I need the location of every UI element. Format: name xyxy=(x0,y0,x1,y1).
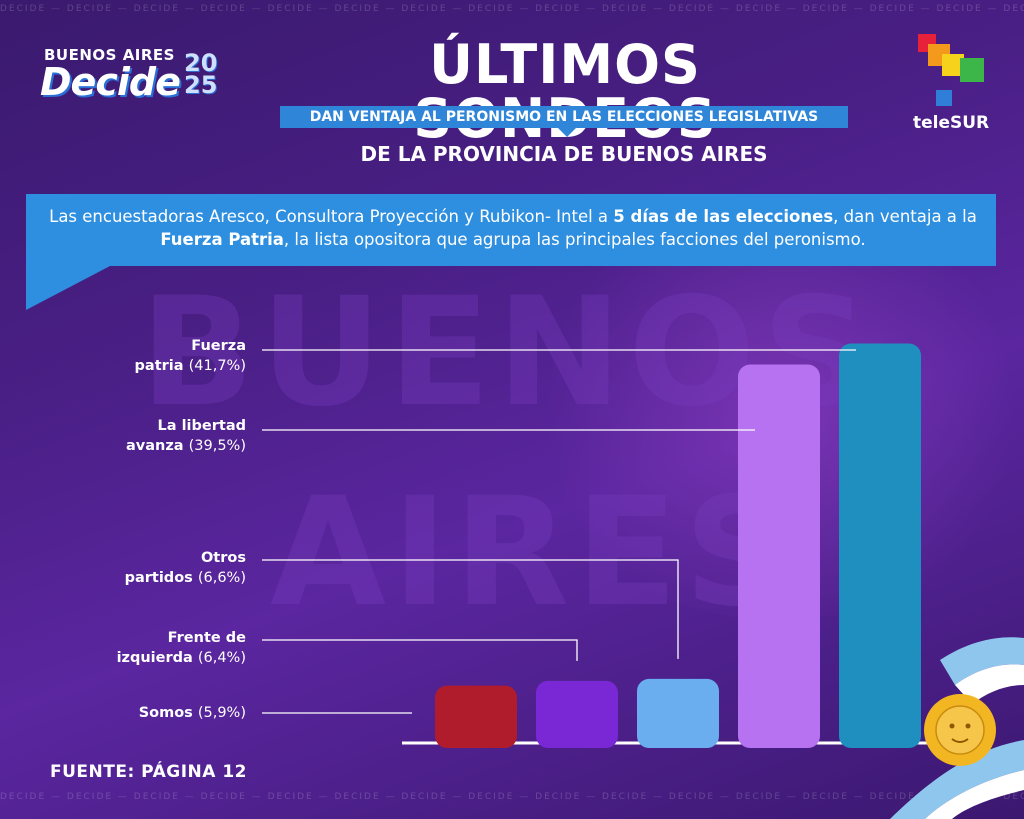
telesur-brand-name: teleSUR xyxy=(913,113,990,133)
bar-label-2: Otros partidos (6,6%) xyxy=(125,548,246,588)
description-part1: Las encuestadoras Aresco, Consultora Pro… xyxy=(49,207,614,226)
description-text: Las encuestadoras Aresco, Consultora Pro… xyxy=(30,205,996,251)
bar-label-name-line1: Frente de xyxy=(167,630,246,646)
bar-label-name-line1: Fuerza xyxy=(191,338,246,354)
bar-label-name-part: izquierda xyxy=(116,650,198,666)
logo-year-top: 20 xyxy=(184,49,218,77)
bar-label-name-line1: Otros xyxy=(200,550,246,566)
bar-label-0: Somos (5,9%) xyxy=(139,703,246,723)
telesur-logo-icon xyxy=(918,34,984,106)
description-box-tail xyxy=(26,266,110,310)
logo-region-text: BUENOS AIRES xyxy=(44,46,175,64)
bar-1 xyxy=(536,680,618,748)
bar-2 xyxy=(637,678,719,748)
description-part3: , la lista opositora que agrupa las prin… xyxy=(283,230,866,249)
description-bold-party: Fuerza Patria xyxy=(160,230,284,249)
description-bold-days: 5 días de las elecciones xyxy=(613,207,834,226)
bar-label-value: (41,7%) xyxy=(188,358,246,374)
leader-line-2 xyxy=(262,559,679,659)
subtitle-banner: DAN VENTAJA AL PERONISMO EN LAS ELECCION… xyxy=(280,106,848,128)
bar-label-value: (6,4%) xyxy=(197,650,246,666)
bar-label-3: La libertad avanza (39,5%) xyxy=(126,416,246,456)
source-credit: FUENTE: PÁGINA 12 xyxy=(50,762,247,782)
background-pattern-top: DECIDE — DECIDE — DECIDE — DECIDE — DECI… xyxy=(0,4,1024,14)
bar-label-name-part: partidos xyxy=(124,570,198,586)
bar-label-4: Fuerza patria (41,7%) xyxy=(135,336,246,376)
leader-line-1 xyxy=(262,639,578,661)
bar-label-name-line2: izquierda (6,4%) xyxy=(117,648,246,668)
description-part2: , dan ventaja a la xyxy=(833,207,977,226)
description-box xyxy=(26,194,996,266)
logo-decide-text: Decide xyxy=(40,60,181,104)
bar-3 xyxy=(738,364,820,748)
argentina-flag-sun-icon xyxy=(890,637,1024,819)
bar-label-name-line2: partidos (6,6%) xyxy=(125,568,246,588)
bar-label-name-part: avanza xyxy=(125,438,189,454)
bar-label-value: (5,9%) xyxy=(197,705,246,721)
bar-4 xyxy=(839,343,921,748)
logo-year-bottom: 25 xyxy=(184,71,218,99)
bar-0 xyxy=(435,685,517,748)
logo-year: 20 25 xyxy=(184,49,218,99)
subtitle-secondary: DE LA PROVINCIA DE BUENOS AIRES xyxy=(360,142,768,166)
bar-label-value: (6,6%) xyxy=(197,570,246,586)
bar-label-name-part: patria xyxy=(134,358,189,374)
bar-label-name-line2: avanza (39,5%) xyxy=(126,436,246,456)
bar-label-name-line1: La libertad xyxy=(157,418,246,434)
background-word-aires: AIRES xyxy=(270,466,798,640)
bar-label-1: Frente de izquierda (6,4%) xyxy=(117,628,246,668)
bar-label-name-line2: patria (41,7%) xyxy=(135,356,246,376)
bar-label-name-part: Somos xyxy=(138,705,198,721)
bar-label-value: (39,5%) xyxy=(188,438,246,454)
subtitle-pointer xyxy=(558,128,576,137)
background-pattern-bottom: DECIDE — DECIDE — DECIDE — DECIDE — DECI… xyxy=(0,792,1024,802)
